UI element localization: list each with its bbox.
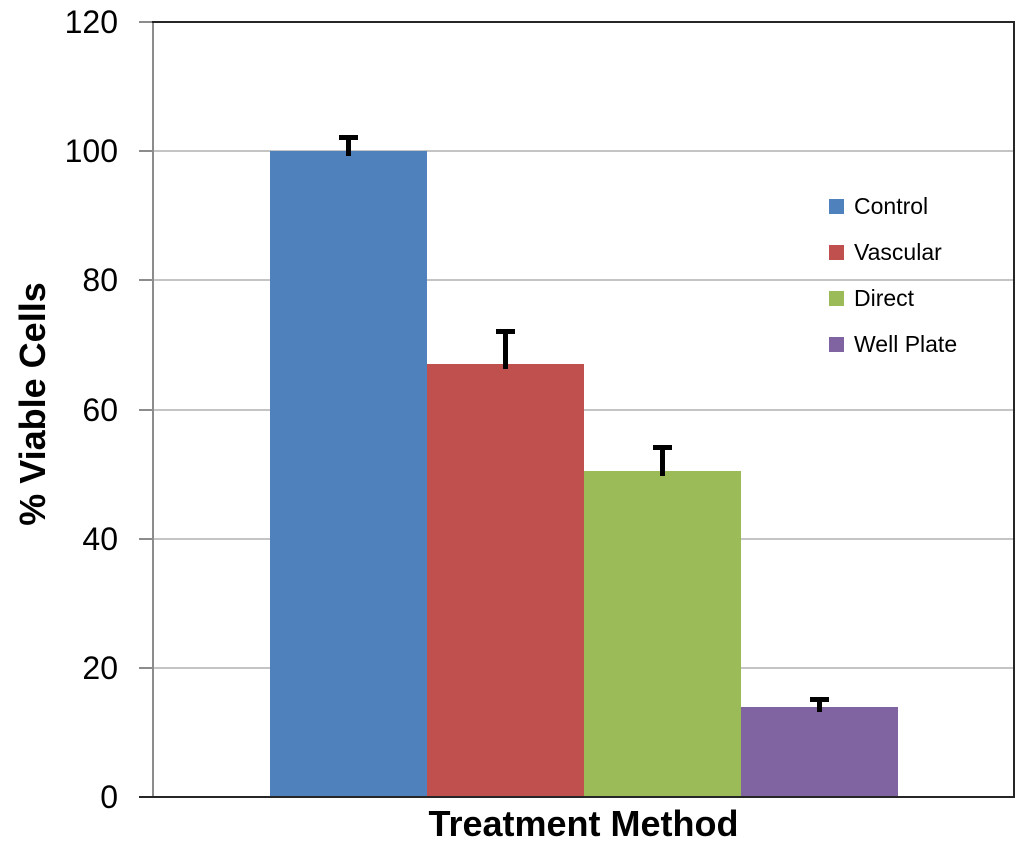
y-tick-mark bbox=[139, 279, 153, 282]
error-bar-whisker bbox=[503, 332, 508, 370]
legend-label: Well Plate bbox=[854, 330, 958, 357]
y-tick-label: 20 bbox=[82, 649, 118, 686]
error-bar-whisker bbox=[817, 700, 822, 712]
x-axis-line bbox=[139, 796, 1014, 798]
error-bar-whisker bbox=[660, 448, 665, 476]
legend-swatch-icon bbox=[829, 336, 844, 352]
legend-item-control: Control bbox=[829, 183, 957, 229]
y-tick-label: 100 bbox=[64, 133, 118, 170]
x-axis-title: Treatment Method bbox=[428, 803, 739, 844]
y-tick-mark bbox=[139, 21, 153, 23]
gridline bbox=[153, 279, 1014, 282]
y-tick-label: 80 bbox=[82, 262, 118, 299]
y-tick-mark bbox=[139, 408, 153, 411]
legend-swatch-icon bbox=[829, 198, 844, 214]
error-bar-cap bbox=[653, 445, 672, 451]
plot-border-right bbox=[1013, 21, 1015, 798]
y-tick-label: 120 bbox=[64, 4, 118, 40]
y-tick-label: 40 bbox=[82, 520, 118, 557]
legend-item-vascular: Vascular bbox=[829, 229, 957, 275]
legend-item-well-plate: Well Plate bbox=[829, 321, 957, 367]
y-tick-label: 0 bbox=[100, 779, 118, 815]
error-bar-cap bbox=[496, 329, 515, 334]
error-bar-cap bbox=[810, 697, 829, 703]
y-axis-line bbox=[152, 22, 154, 797]
bar-direct bbox=[584, 470, 741, 797]
legend: Control Vascular Direct Well Plate bbox=[829, 183, 957, 367]
plot-border-top bbox=[152, 21, 1015, 23]
legend-item-direct: Direct bbox=[829, 275, 957, 321]
y-tick-label: 60 bbox=[82, 391, 118, 428]
plot-area bbox=[153, 22, 1014, 797]
error-bar-whisker bbox=[346, 138, 351, 157]
bar-vascular bbox=[427, 364, 584, 797]
error-bar-cap bbox=[339, 135, 358, 141]
legend-swatch-icon bbox=[829, 244, 844, 260]
y-tick-mark bbox=[139, 666, 153, 669]
y-tick-mark bbox=[139, 150, 153, 153]
legend-label: Control bbox=[854, 192, 929, 219]
legend-label: Direct bbox=[854, 284, 915, 311]
legend-label: Vascular bbox=[854, 238, 942, 265]
gridline bbox=[153, 150, 1014, 153]
y-tick-mark bbox=[139, 537, 153, 540]
legend-swatch-icon bbox=[829, 290, 844, 306]
bar-control bbox=[270, 151, 427, 797]
bar-well-plate bbox=[741, 706, 898, 797]
